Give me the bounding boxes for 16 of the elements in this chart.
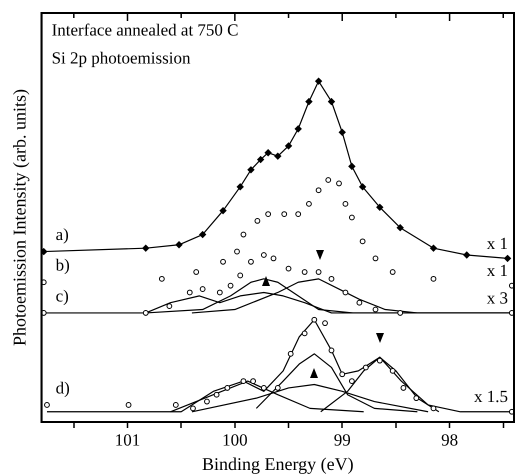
annotation: x 1.5 [474,387,508,406]
annotation: x 1 [486,234,508,253]
x-tick-label: 100 [222,430,248,450]
annotation: a) [56,225,69,244]
y-axis-title: Photoemission Intensity (arb. units) [10,89,30,346]
x-tick-label: 99 [334,430,351,450]
x-tick-label: 98 [441,430,458,450]
annotation: c) [56,286,69,306]
annotation: x 1 [486,261,508,280]
annotation: b) [56,256,70,275]
text: Si 2p photoemission [52,48,191,68]
text: Interface annealed at 750 C [52,20,239,40]
annotation: d) [56,378,70,398]
annotation: x 3 [486,288,508,308]
x-axis-title: Binding Energy (eV) [202,454,354,474]
x-tick-label: 101 [114,430,140,450]
